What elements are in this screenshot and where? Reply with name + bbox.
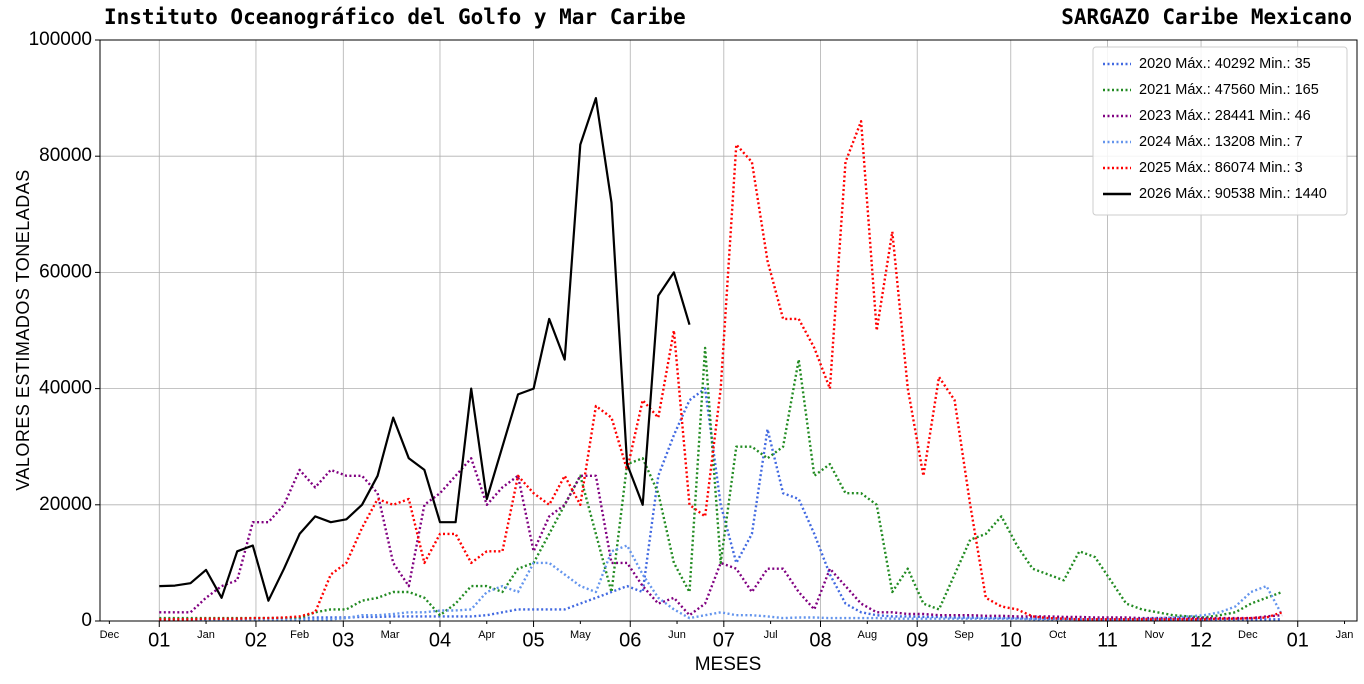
x-minor-tick-label: Dec: [100, 629, 120, 641]
x-minor-tick-label: Jan: [197, 629, 215, 641]
x-tick-label: 06: [619, 629, 641, 651]
y-tick-label: 40000: [39, 378, 92, 399]
chart-subtitle: SARGAZO Caribe Mexicano: [1061, 5, 1352, 29]
y-tick-label: 20000: [39, 494, 92, 515]
legend-label: 2023 Máx.: 28441 Min.: 46: [1139, 108, 1311, 124]
legend-label: 2021 Máx.: 47560 Min.: 165: [1139, 82, 1319, 98]
legend-box: [1092, 46, 1348, 216]
x-minor-tick-label: Apr: [478, 629, 495, 641]
legend-label: 2020 Máx.: 40292 Min.: 35: [1139, 56, 1311, 72]
x-tick-label: 02: [245, 629, 267, 651]
x-minor-tick-label: Nov: [1144, 629, 1164, 641]
x-tick-label: 09: [906, 629, 928, 651]
x-axis-label: MESES: [695, 654, 762, 675]
x-tick-label: 11: [1097, 629, 1118, 651]
x-minor-tick-label: Dec: [1238, 629, 1258, 641]
x-tick-label: 01: [148, 629, 170, 651]
x-tick-label: 01: [1287, 629, 1309, 651]
legend-label: 2026 Máx.: 90538 Min.: 1440: [1139, 186, 1327, 202]
series-line: [159, 97, 691, 602]
x-tick-label: 07: [713, 629, 735, 651]
y-tick-label: 60000: [39, 261, 92, 282]
series-line: [159, 120, 1283, 621]
x-tick-label: 04: [429, 629, 451, 651]
x-minor-tick-label: Sep: [954, 629, 974, 641]
x-minor-tick-label: May: [570, 629, 591, 641]
series-line: [159, 346, 1283, 620]
chart-title: Instituto Oceanográfico del Golfo y Mar …: [104, 5, 686, 29]
x-tick-label: 08: [809, 629, 831, 651]
y-tick-label: 80000: [39, 145, 92, 166]
plot-frame: [99, 39, 1358, 622]
series-line: [159, 457, 1283, 620]
legend-label: 2024 Máx.: 13208 Min.: 7: [1139, 134, 1303, 150]
x-minor-tick-label: Aug: [858, 629, 878, 641]
x-tick-label: 03: [332, 629, 354, 651]
x-minor-tick-label: Jan: [1336, 629, 1354, 641]
y-tick-label: 100000: [29, 29, 92, 50]
x-minor-tick-label: Jun: [668, 629, 686, 641]
y-axis-label: VALORES ESTIMADOS TONELADAS: [13, 169, 33, 491]
x-minor-tick-label: Oct: [1049, 629, 1066, 641]
x-tick-label: 10: [1000, 629, 1022, 651]
y-tick-label: 0: [81, 610, 92, 631]
x-tick-label: 12: [1190, 629, 1212, 651]
x-minor-tick-label: Jul: [764, 629, 778, 641]
legend-label: 2025 Máx.: 86074 Min.: 3: [1139, 160, 1303, 176]
legend: 2020 Máx.: 40292 Min.: 35 2021 Máx.: 4756…: [1092, 46, 1348, 216]
x-minor-tick-label: Feb: [290, 629, 309, 641]
x-minor-tick-label: Mar: [381, 629, 400, 641]
x-tick-label: 05: [522, 629, 544, 651]
series-line: [159, 387, 1283, 621]
